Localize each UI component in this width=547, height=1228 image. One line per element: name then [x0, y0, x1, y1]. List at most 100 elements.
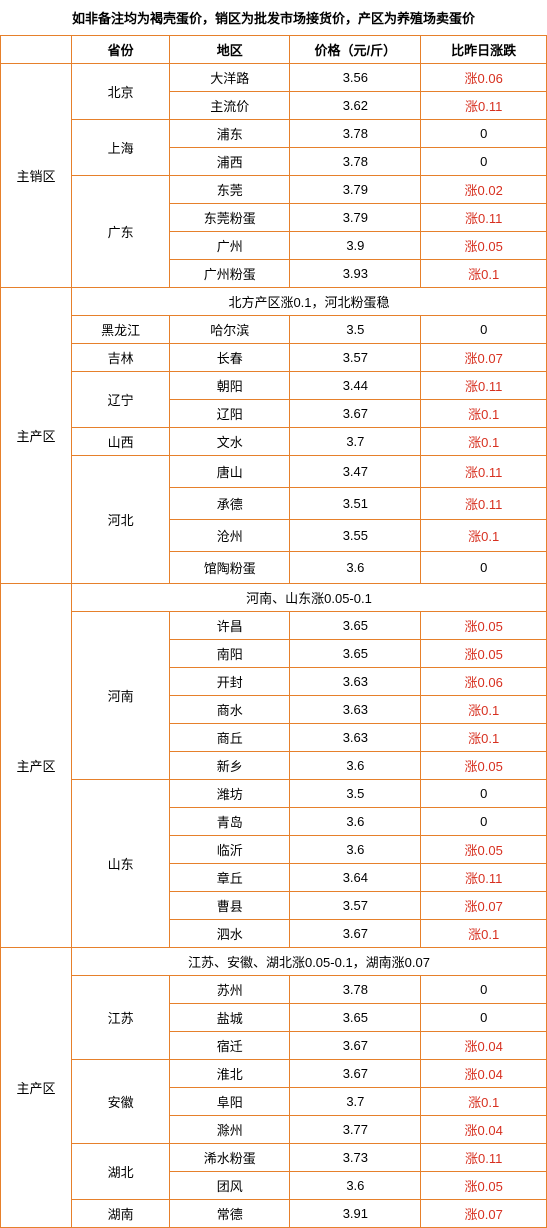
note-row: 主产区江苏、安徽、湖北涨0.05-0.1，湖南涨0.07: [1, 948, 547, 976]
price-cell: 3.47: [290, 456, 421, 488]
area-cell: 许昌: [170, 612, 290, 640]
province-cell: 北京: [71, 64, 169, 120]
area-cell: 广州: [170, 232, 290, 260]
change-cell: 涨0.02: [421, 176, 547, 204]
note-row: 主产区河南、山东涨0.05-0.1: [1, 584, 547, 612]
area-cell: 朝阳: [170, 372, 290, 400]
change-cell: 涨0.1: [421, 1088, 547, 1116]
header-price: 价格（元/斤）: [290, 36, 421, 64]
area-cell: 宿迁: [170, 1032, 290, 1060]
price-cell: 3.44: [290, 372, 421, 400]
area-cell: 主流价: [170, 92, 290, 120]
area-cell: 苏州: [170, 976, 290, 1004]
price-cell: 3.91: [290, 1200, 421, 1228]
table-row: 上海浦东3.780: [1, 120, 547, 148]
price-cell: 3.67: [290, 1060, 421, 1088]
price-cell: 3.64: [290, 864, 421, 892]
table-row: 河南许昌3.65涨0.05: [1, 612, 547, 640]
price-cell: 3.67: [290, 400, 421, 428]
area-cell: 文水: [170, 428, 290, 456]
note-row: 主产区北方产区涨0.1，河北粉蛋稳: [1, 288, 547, 316]
area-cell: 东莞粉蛋: [170, 204, 290, 232]
area-cell: 阜阳: [170, 1088, 290, 1116]
header-area: 地区: [170, 36, 290, 64]
change-cell: 涨0.1: [421, 428, 547, 456]
price-cell: 3.55: [290, 520, 421, 552]
price-cell: 3.65: [290, 1004, 421, 1032]
change-cell: 0: [421, 120, 547, 148]
change-cell: 涨0.11: [421, 488, 547, 520]
change-cell: 涨0.07: [421, 892, 547, 920]
area-cell: 沧州: [170, 520, 290, 552]
price-cell: 3.78: [290, 120, 421, 148]
price-cell: 3.57: [290, 344, 421, 372]
province-cell: 上海: [71, 120, 169, 176]
change-cell: 涨0.06: [421, 64, 547, 92]
province-cell: 江苏: [71, 976, 169, 1060]
area-cell: 临沂: [170, 836, 290, 864]
table-row: 山西文水3.7涨0.1: [1, 428, 547, 456]
area-cell: 承德: [170, 488, 290, 520]
change-cell: 涨0.05: [421, 232, 547, 260]
change-cell: 涨0.05: [421, 640, 547, 668]
change-cell: 涨0.07: [421, 344, 547, 372]
area-cell: 常德: [170, 1200, 290, 1228]
note-cell: 河南、山东涨0.05-0.1: [71, 584, 546, 612]
price-cell: 3.6: [290, 752, 421, 780]
change-cell: 0: [421, 1004, 547, 1032]
price-cell: 3.6: [290, 552, 421, 584]
price-cell: 3.67: [290, 1032, 421, 1060]
price-cell: 3.78: [290, 976, 421, 1004]
area-cell: 唐山: [170, 456, 290, 488]
province-cell: 河北: [71, 456, 169, 584]
province-cell: 吉林: [71, 344, 169, 372]
price-cell: 3.79: [290, 204, 421, 232]
province-cell: 广东: [71, 176, 169, 288]
table-row: 湖北浠水粉蛋3.73涨0.11: [1, 1144, 547, 1172]
price-cell: 3.56: [290, 64, 421, 92]
change-cell: 涨0.1: [421, 400, 547, 428]
table-row: 主销区北京大洋路3.56涨0.06: [1, 64, 547, 92]
zone-cell: 主销区: [1, 64, 72, 288]
area-cell: 青岛: [170, 808, 290, 836]
change-cell: 0: [421, 780, 547, 808]
area-cell: 商丘: [170, 724, 290, 752]
area-cell: 辽阳: [170, 400, 290, 428]
price-cell: 3.62: [290, 92, 421, 120]
province-cell: 辽宁: [71, 372, 169, 428]
change-cell: 涨0.04: [421, 1032, 547, 1060]
area-cell: 泗水: [170, 920, 290, 948]
price-cell: 3.51: [290, 488, 421, 520]
price-cell: 3.65: [290, 640, 421, 668]
note-cell: 江苏、安徽、湖北涨0.05-0.1，湖南涨0.07: [71, 948, 546, 976]
price-cell: 3.65: [290, 612, 421, 640]
area-cell: 盐城: [170, 1004, 290, 1032]
change-cell: 涨0.11: [421, 456, 547, 488]
price-cell: 3.63: [290, 724, 421, 752]
area-cell: 哈尔滨: [170, 316, 290, 344]
province-cell: 黑龙江: [71, 316, 169, 344]
price-cell: 3.78: [290, 148, 421, 176]
change-cell: 涨0.1: [421, 920, 547, 948]
zone-cell: 主产区: [1, 584, 72, 948]
change-cell: 涨0.1: [421, 724, 547, 752]
table-row: 黑龙江哈尔滨3.50: [1, 316, 547, 344]
price-cell: 3.63: [290, 696, 421, 724]
header-row: 省份 地区 价格（元/斤） 比昨日涨跌: [1, 36, 547, 64]
table-row: 安徽淮北3.67涨0.04: [1, 1060, 547, 1088]
price-cell: 3.79: [290, 176, 421, 204]
area-cell: 浦东: [170, 120, 290, 148]
price-cell: 3.6: [290, 808, 421, 836]
change-cell: 涨0.05: [421, 1172, 547, 1200]
area-cell: 新乡: [170, 752, 290, 780]
area-cell: 潍坊: [170, 780, 290, 808]
header-change: 比昨日涨跌: [421, 36, 547, 64]
area-cell: 南阳: [170, 640, 290, 668]
change-cell: 0: [421, 148, 547, 176]
price-cell: 3.77: [290, 1116, 421, 1144]
change-cell: 涨0.1: [421, 520, 547, 552]
price-cell: 3.5: [290, 316, 421, 344]
province-cell: 河南: [71, 612, 169, 780]
area-cell: 浠水粉蛋: [170, 1144, 290, 1172]
price-cell: 3.7: [290, 428, 421, 456]
